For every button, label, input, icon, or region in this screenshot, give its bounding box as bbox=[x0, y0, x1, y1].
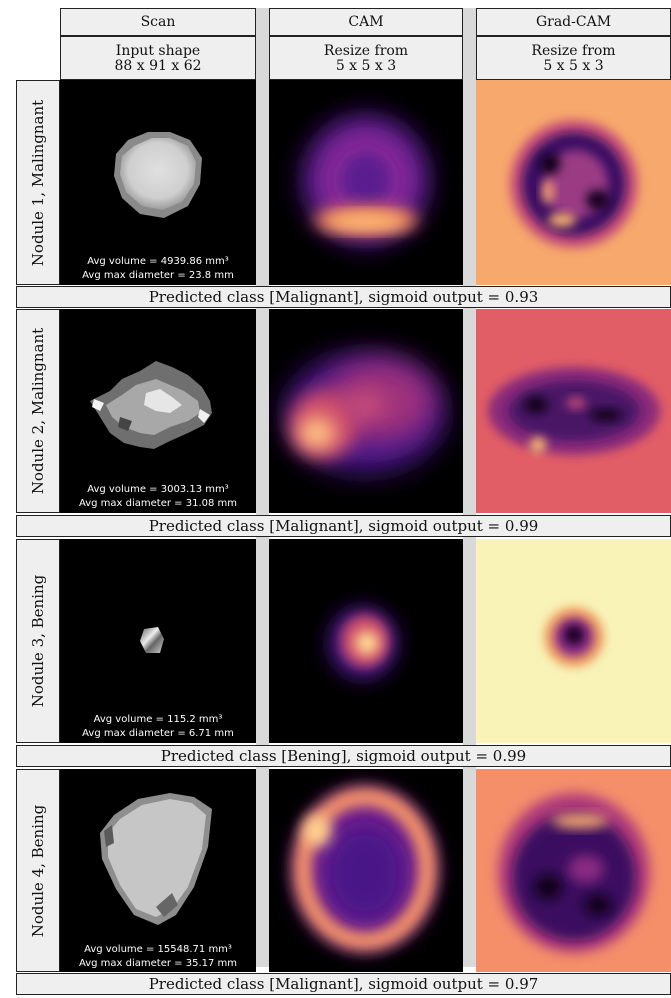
diameter-text: Avg max diameter = 31.08 mm bbox=[78, 498, 238, 509]
cam-heatmap bbox=[269, 769, 463, 972]
gradcam-heatmap-image bbox=[498, 793, 650, 953]
column-separator bbox=[463, 8, 476, 967]
volume-text: Avg volume = 15548.71 mm³ bbox=[84, 944, 232, 955]
cam-heatmap bbox=[269, 539, 463, 743]
diameter-text: Avg max diameter = 23.8 mm bbox=[82, 270, 234, 281]
gradcam-heatmap-image bbox=[510, 120, 638, 248]
column-subtitle-line2: 5 x 5 x 3 bbox=[543, 58, 604, 74]
column-title: Grad-CAM bbox=[535, 14, 612, 30]
gradcam-heatmap bbox=[476, 769, 671, 972]
column-subheader-cam: Resize from 5 x 5 x 3 bbox=[269, 36, 463, 80]
scan-image: Avg volume = 4939.86 mm³ Avg max diamete… bbox=[60, 80, 256, 285]
prediction-banner: Predicted class [Malignant], sigmoid out… bbox=[16, 973, 671, 995]
cam-heatmap-image bbox=[285, 353, 445, 473]
cam-heatmap bbox=[269, 80, 463, 285]
row-label-text: Nodule 4, Bening bbox=[29, 804, 47, 937]
prediction-banner: Predicted class [Malignant], sigmoid out… bbox=[16, 286, 671, 308]
gradcam-heatmap bbox=[476, 539, 671, 743]
row-label: Nodule 4, Bening bbox=[16, 769, 60, 972]
volume-text: Avg volume = 4939.86 mm³ bbox=[87, 256, 229, 267]
row-label-text: Nodule 3, Bening bbox=[29, 574, 47, 708]
column-header-cam: CAM bbox=[269, 8, 463, 36]
gradcam-heatmap bbox=[476, 80, 671, 285]
prediction-banner: Predicted class [Malignant], sigmoid out… bbox=[16, 515, 671, 537]
row-label: Nodule 2, Malingnant bbox=[16, 309, 60, 513]
column-title: Scan bbox=[140, 14, 176, 30]
volume-text: Avg volume = 115.2 mm³ bbox=[93, 714, 223, 725]
row-label: Nodule 1, Malingnant bbox=[16, 80, 60, 285]
column-subtitle-line2: 88 x 91 x 62 bbox=[114, 58, 202, 74]
gradcam-heatmap-image bbox=[488, 367, 660, 455]
column-subtitle-line1: Resize from bbox=[323, 43, 409, 59]
nodule-scan bbox=[114, 132, 202, 218]
cam-heatmap-image bbox=[293, 787, 437, 951]
column-header-gradcam: Grad-CAM bbox=[476, 8, 671, 36]
column-subtitle-line2: 5 x 5 x 3 bbox=[335, 58, 397, 74]
row-label-text: Nodule 2, Malingnant bbox=[29, 327, 47, 495]
gradcam-heatmap-image bbox=[544, 607, 604, 667]
cam-heatmap-image bbox=[304, 116, 428, 244]
nodule-scan bbox=[100, 793, 212, 925]
column-subtitle-line1: Resize from bbox=[531, 43, 616, 59]
diameter-text: Avg max diameter = 6.71 mm bbox=[82, 728, 234, 739]
column-subtitle-line1: Input shape bbox=[115, 43, 201, 59]
diameter-text: Avg max diameter = 35.17 mm bbox=[78, 958, 238, 969]
gradcam-heatmap bbox=[476, 309, 671, 513]
row-label-text: Nodule 1, Malingnant bbox=[29, 99, 47, 266]
column-title: CAM bbox=[348, 14, 384, 30]
volume-text: Avg volume = 3003.13 mm³ bbox=[87, 484, 229, 495]
column-subheader-gradcam: Resize from 5 x 5 x 3 bbox=[476, 36, 671, 80]
column-separator bbox=[256, 8, 269, 967]
column-subheader-scan: Input shape 88 x 91 x 62 bbox=[60, 36, 256, 80]
scan-image: Avg volume = 3003.13 mm³ Avg max diamete… bbox=[60, 309, 256, 513]
prediction-banner: Predicted class [Bening], sigmoid output… bbox=[16, 745, 671, 767]
scan-image: Avg volume = 15548.71 mm³ Avg max diamet… bbox=[60, 769, 256, 972]
nodule-scan bbox=[90, 361, 212, 449]
cam-heatmap bbox=[269, 309, 463, 513]
row-label: Nodule 3, Bening bbox=[16, 539, 60, 743]
scan-image: Avg volume = 115.2 mm³ Avg max diameter … bbox=[60, 539, 256, 743]
nodule-scan bbox=[140, 627, 164, 653]
column-header-scan: Scan bbox=[60, 8, 256, 36]
cam-heatmap-image bbox=[329, 607, 397, 679]
